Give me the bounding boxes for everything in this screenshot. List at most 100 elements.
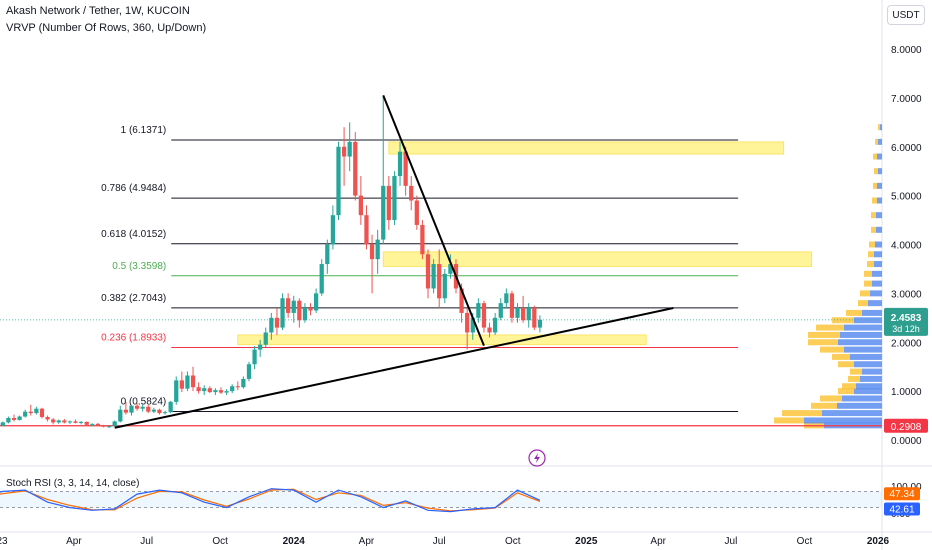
current-price-badge [884, 307, 928, 336]
vp-up-bar [862, 309, 882, 316]
vp-down-bar [868, 251, 874, 258]
vp-down-bar [864, 280, 872, 287]
candle-body [34, 408, 39, 414]
vp-up-bar [840, 331, 882, 338]
trendline [114, 307, 674, 429]
fib-label: 0.618 (4.0152) [101, 229, 166, 240]
candle-body [73, 421, 78, 423]
vp-down-bar [875, 138, 878, 145]
vp-down-bar [858, 300, 868, 307]
vp-up-bar [872, 270, 882, 277]
candle-body [45, 417, 50, 420]
candle-body [39, 408, 45, 418]
vp-down-bar [808, 331, 840, 338]
vp-down-bar [867, 261, 874, 268]
candle-body [442, 273, 447, 299]
vp-up-bar [874, 261, 882, 268]
y-tick-label: 3.0000 [891, 289, 922, 300]
candle-body [252, 349, 257, 365]
vp-down-bar [811, 402, 837, 409]
candle-body [493, 317, 498, 333]
candle-body [207, 388, 212, 393]
candle-body [0, 422, 5, 426]
vp-down-bar [838, 388, 854, 395]
vp-down-bar [832, 353, 850, 360]
vp-down-bar [782, 410, 822, 417]
candle-body [202, 388, 207, 392]
y-tick-label: 7.0000 [891, 94, 922, 105]
stoch-label: Stoch RSI (3, 3, 14, 14, close) [6, 478, 139, 489]
candle-body [414, 200, 419, 225]
vp-down-bar [864, 270, 872, 277]
candle-body [532, 308, 537, 328]
candle-body [134, 405, 140, 409]
candle-body [123, 409, 129, 413]
vp-down-bar [832, 317, 854, 324]
time-axis[interactable]: 23 Apr Jul Oct 2024 Apr Jul Oct 2025 Apr Jul Oct 202… [0, 536, 890, 547]
x-tick-label: Apr [359, 536, 375, 547]
candle-body [336, 146, 341, 216]
vp-down-bar [871, 226, 876, 233]
x-tick-label: Jul [140, 536, 153, 547]
fib-label: 0.382 (2.7043) [101, 293, 166, 304]
candle-body [246, 364, 252, 379]
candle-body [347, 141, 352, 157]
vp-down-bar [820, 346, 844, 353]
candle-body [168, 401, 173, 413]
vp-up-bar [842, 395, 882, 402]
y-tick-label: 2.0000 [891, 338, 922, 349]
vp-up-bar [877, 153, 882, 160]
candle-body [213, 390, 218, 393]
candle-body [319, 264, 324, 294]
vp-up-bar [874, 251, 882, 258]
vp-up-bar [860, 375, 882, 382]
stoch-k-line [0, 488, 541, 513]
fib-label: 0.5 (3.3598) [112, 261, 166, 272]
candle-body [397, 151, 403, 177]
price-axis[interactable]: 8.0000 7.0000 6.0000 5.0000 4.0000 3.0000 2.00… [891, 45, 922, 447]
candle-body [526, 308, 531, 321]
candle-body [140, 406, 145, 409]
candle-body [56, 420, 61, 423]
candle-body [196, 387, 201, 392]
y-tick-label: 5.0000 [891, 192, 922, 203]
x-tick-label: 23 [0, 536, 8, 547]
candle-body [151, 409, 156, 412]
candle-body [330, 215, 336, 245]
indicator-legend[interactable]: VRVP (Number Of Rows, 360, Up/Down) [6, 22, 207, 34]
vp-down-bar [860, 290, 870, 297]
vp-up-bar [870, 290, 882, 297]
candle-body [106, 426, 112, 428]
candle-body [129, 405, 134, 413]
candle-body [537, 319, 543, 328]
stoch-k-value: 47.34 [889, 489, 914, 500]
currency-button[interactable]: USDT [887, 5, 925, 25]
candle-body [302, 308, 308, 321]
candle-body [459, 288, 464, 313]
x-tick-label: 2026 [867, 536, 890, 547]
vp-up-bar [876, 212, 882, 219]
candle-body [353, 141, 358, 196]
fib-label: 1 (6.1371) [121, 125, 167, 136]
stoch-d-line [0, 488, 541, 512]
vp-up-bar [862, 368, 882, 375]
candle-body [325, 244, 330, 265]
support-price-value: 0.2908 [891, 422, 922, 433]
candle-body [470, 317, 475, 333]
lightning-glyph [534, 453, 540, 463]
vp-down-bar [842, 383, 856, 390]
vp-up-bar [880, 124, 882, 131]
candle-body [157, 409, 162, 414]
fib-label: 0.236 (1.8933) [101, 332, 166, 343]
candle-body [6, 418, 11, 423]
symbol-title[interactable]: Akash Network / Tether, 1W, KUCOIN [6, 5, 190, 17]
volume-profile [774, 124, 882, 429]
y-tick-label: 4.0000 [891, 241, 922, 252]
vp-up-bar [856, 383, 882, 390]
candle-body [431, 264, 436, 289]
vp-up-bar [838, 339, 882, 346]
vp-down-bar [873, 182, 877, 189]
candle-body [67, 421, 73, 423]
vp-down-bar [816, 324, 844, 331]
